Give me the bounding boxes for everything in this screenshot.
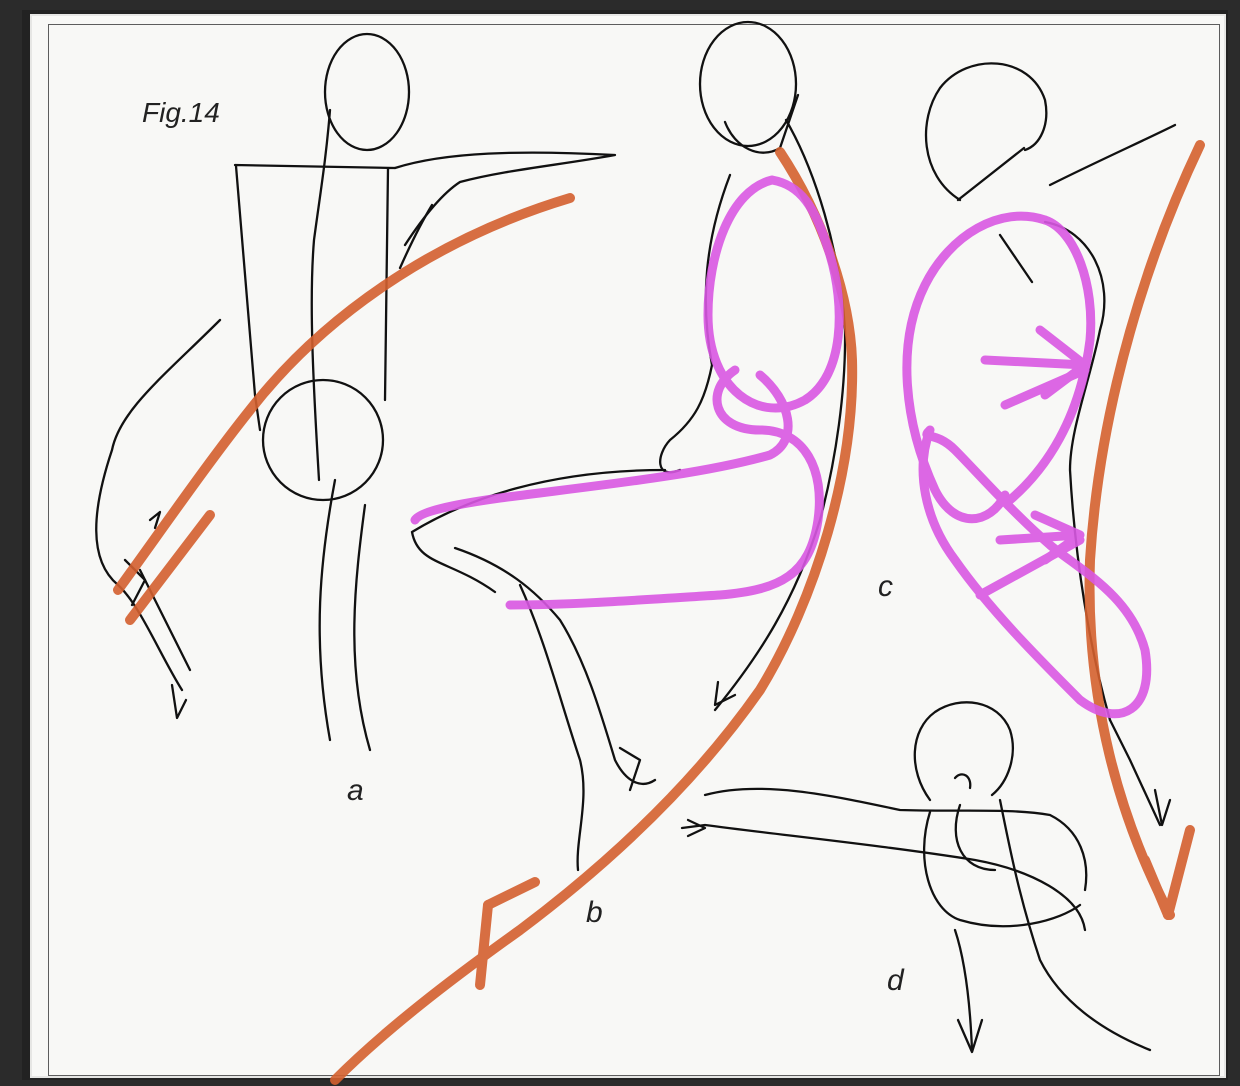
figure-title: Fig.14 — [142, 97, 220, 128]
label-c: c — [878, 570, 893, 603]
label-d: d — [887, 964, 905, 997]
paper-sheet — [30, 14, 1226, 1078]
figure-border — [48, 24, 1220, 1076]
label-a: a — [347, 774, 364, 807]
orange-motion-lines — [113, 140, 1205, 1085]
figure-c-sketch — [924, 62, 1177, 827]
image-frame — [22, 10, 1228, 1080]
figure-a-sketch — [95, 32, 617, 752]
figure-b-sketch — [410, 20, 847, 872]
magenta-form-loops — [410, 175, 1152, 719]
figure-d-sketch — [680, 701, 1152, 1054]
label-b: b — [586, 896, 603, 929]
